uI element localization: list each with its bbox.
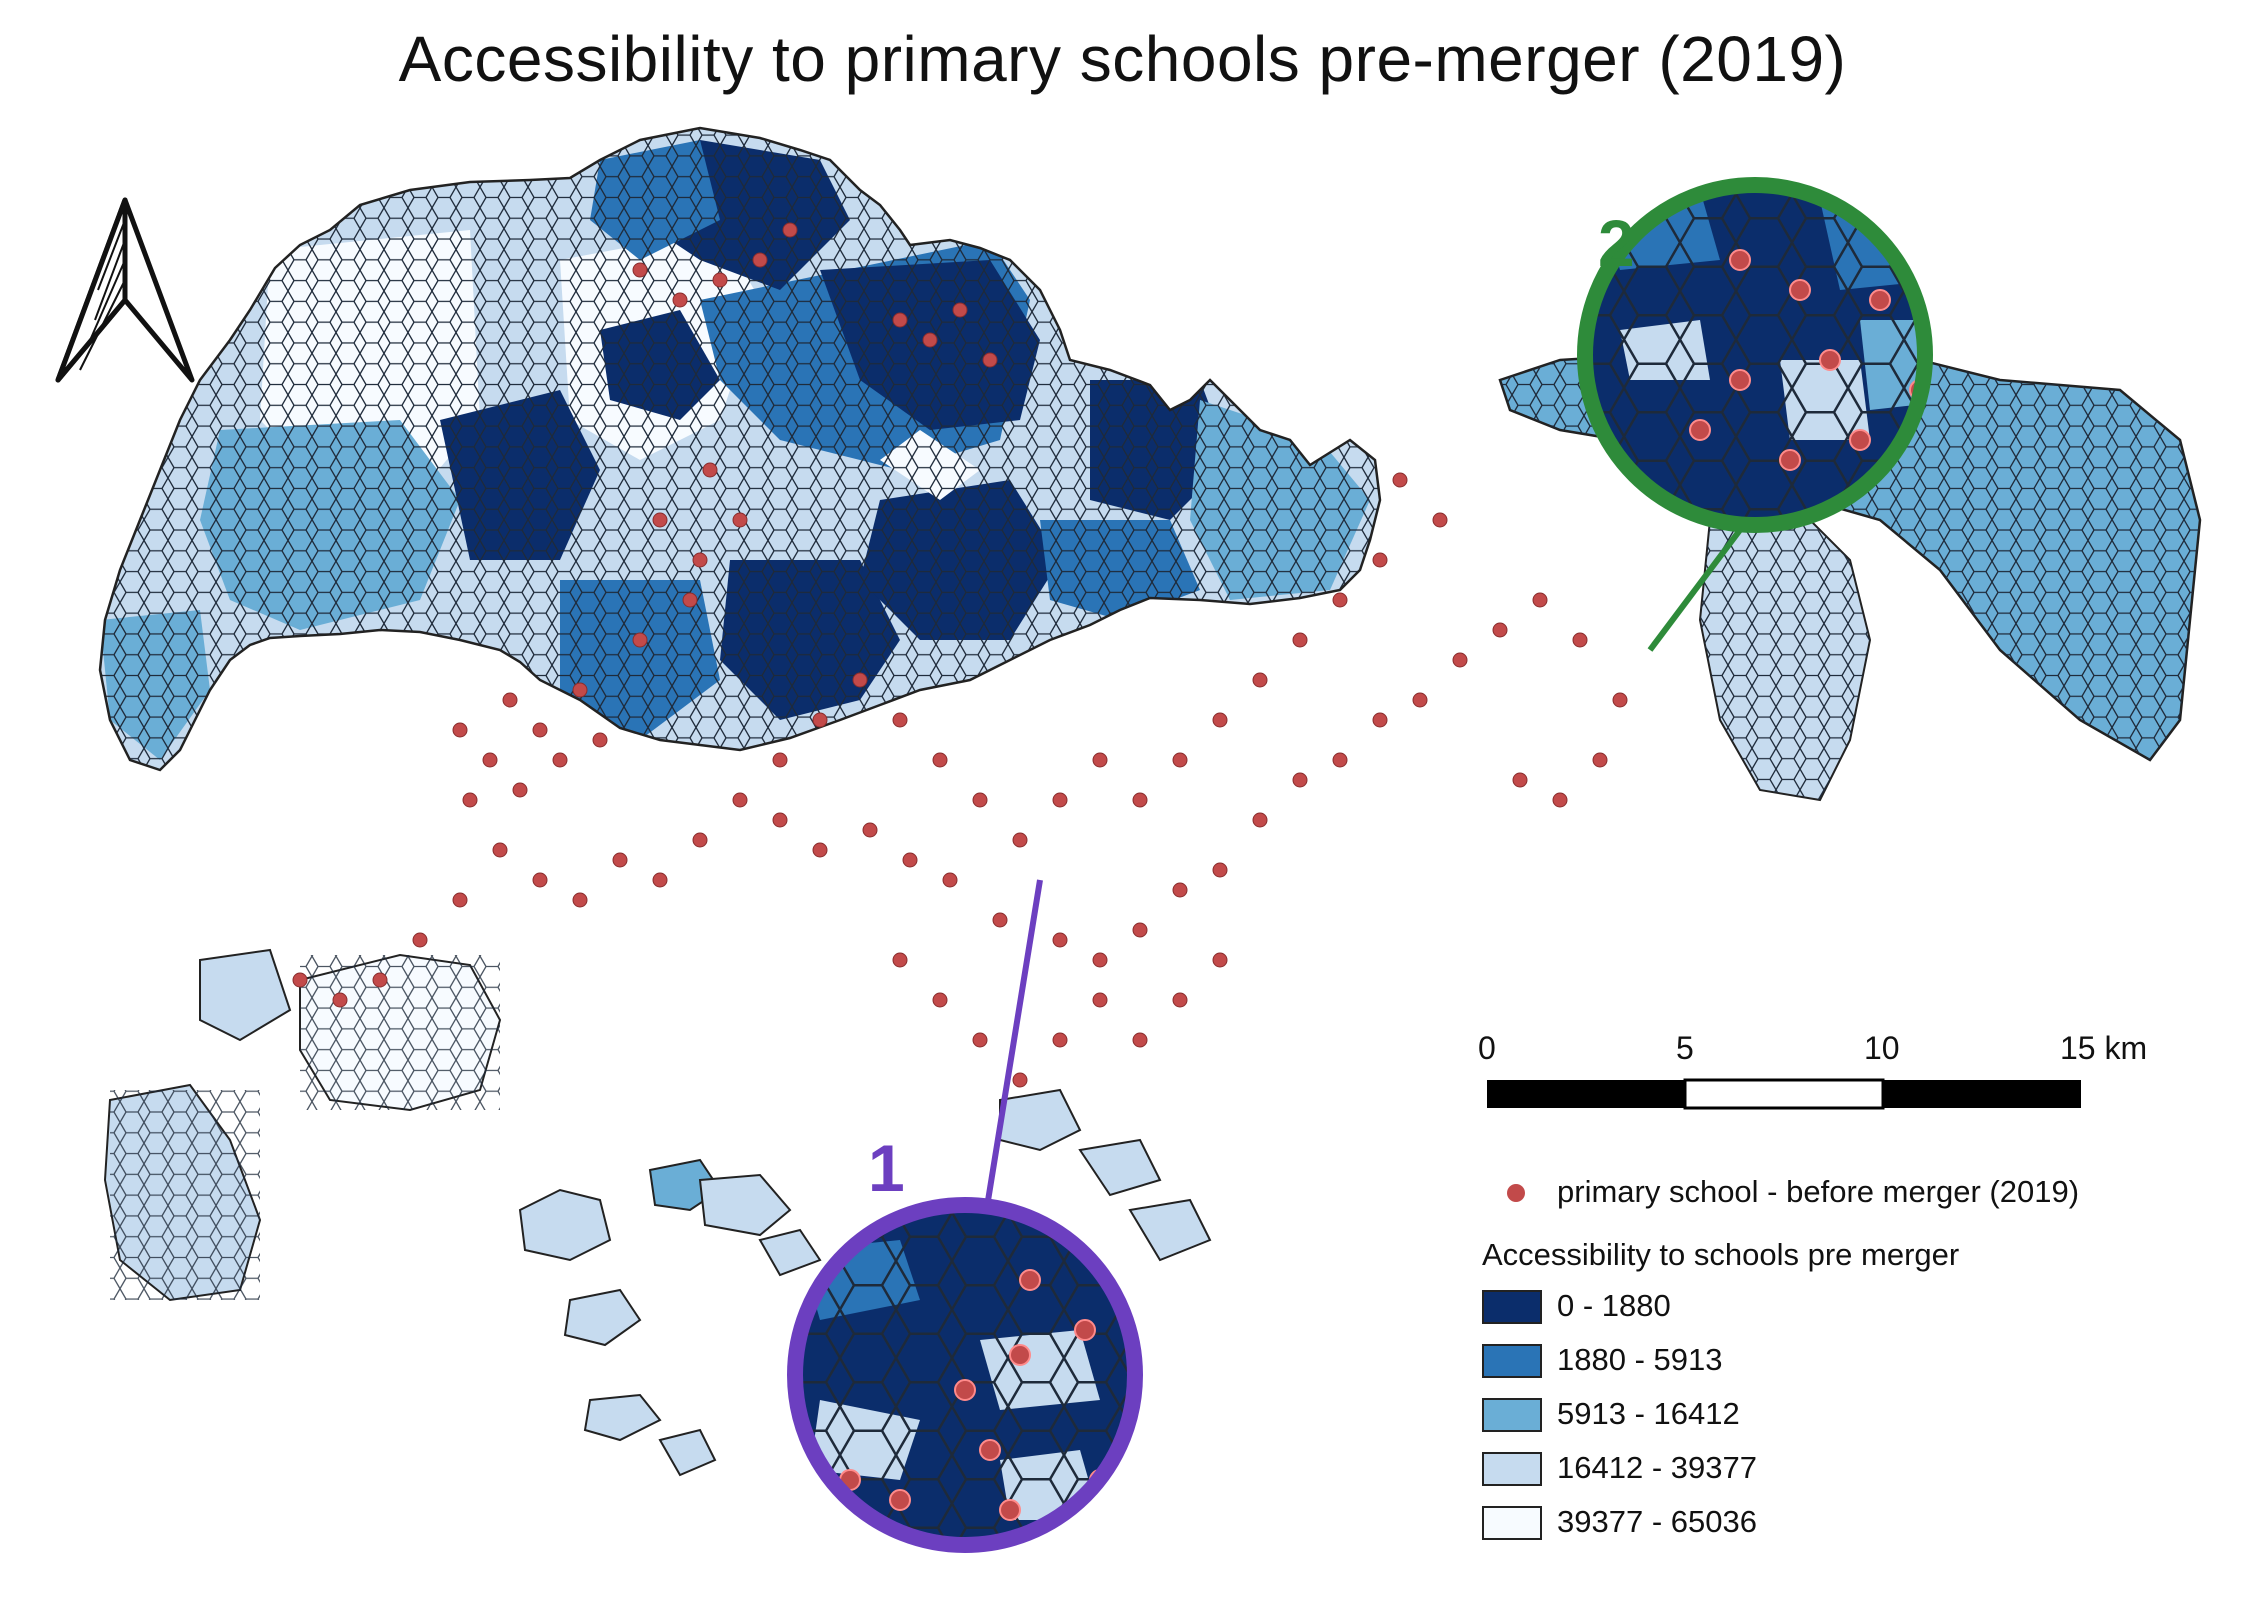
callout-number-1: 1 (868, 1131, 905, 1205)
scale-label-5: 5 (1676, 1030, 1694, 1066)
legend-school-point-icon (1507, 1184, 1525, 1202)
legend-swatch-1 (1482, 1290, 1542, 1324)
legend-class-3: 5913 - 16412 (1557, 1396, 1740, 1431)
legend-swatch-3 (1482, 1398, 1542, 1432)
legend-swatch-4 (1482, 1452, 1542, 1486)
school-points (292, 222, 1628, 1088)
legend-swatch-2 (1482, 1344, 1542, 1378)
scale-label-15km: 15 km (2060, 1030, 2148, 1066)
legend-class-1: 0 - 1880 (1557, 1288, 1671, 1323)
legend-swatch-5 (1482, 1506, 1542, 1540)
legend-class-2: 1880 - 5913 (1557, 1342, 1723, 1377)
callout-1 (787, 879, 1143, 1553)
callout-2 (1577, 177, 1933, 652)
north-arrow-icon (55, 197, 195, 383)
southern-islands (563, 1088, 1212, 1477)
callout-number-2: 2 (1598, 206, 1635, 280)
page-title: Accessibility to primary schools pre-mer… (398, 23, 1847, 95)
legend-class-4: 16412 - 39377 (1557, 1450, 1757, 1485)
legend-class-5: 39377 - 65036 (1557, 1504, 1757, 1539)
scale-bar (1487, 1078, 2081, 1110)
scale-label-10: 10 (1864, 1030, 1900, 1066)
legend-point-label: primary school - before merger (2019) (1557, 1174, 2080, 1209)
scale-label-0: 0 (1478, 1030, 1496, 1066)
legend-title: Accessibility to schools pre merger (1482, 1237, 1960, 1272)
